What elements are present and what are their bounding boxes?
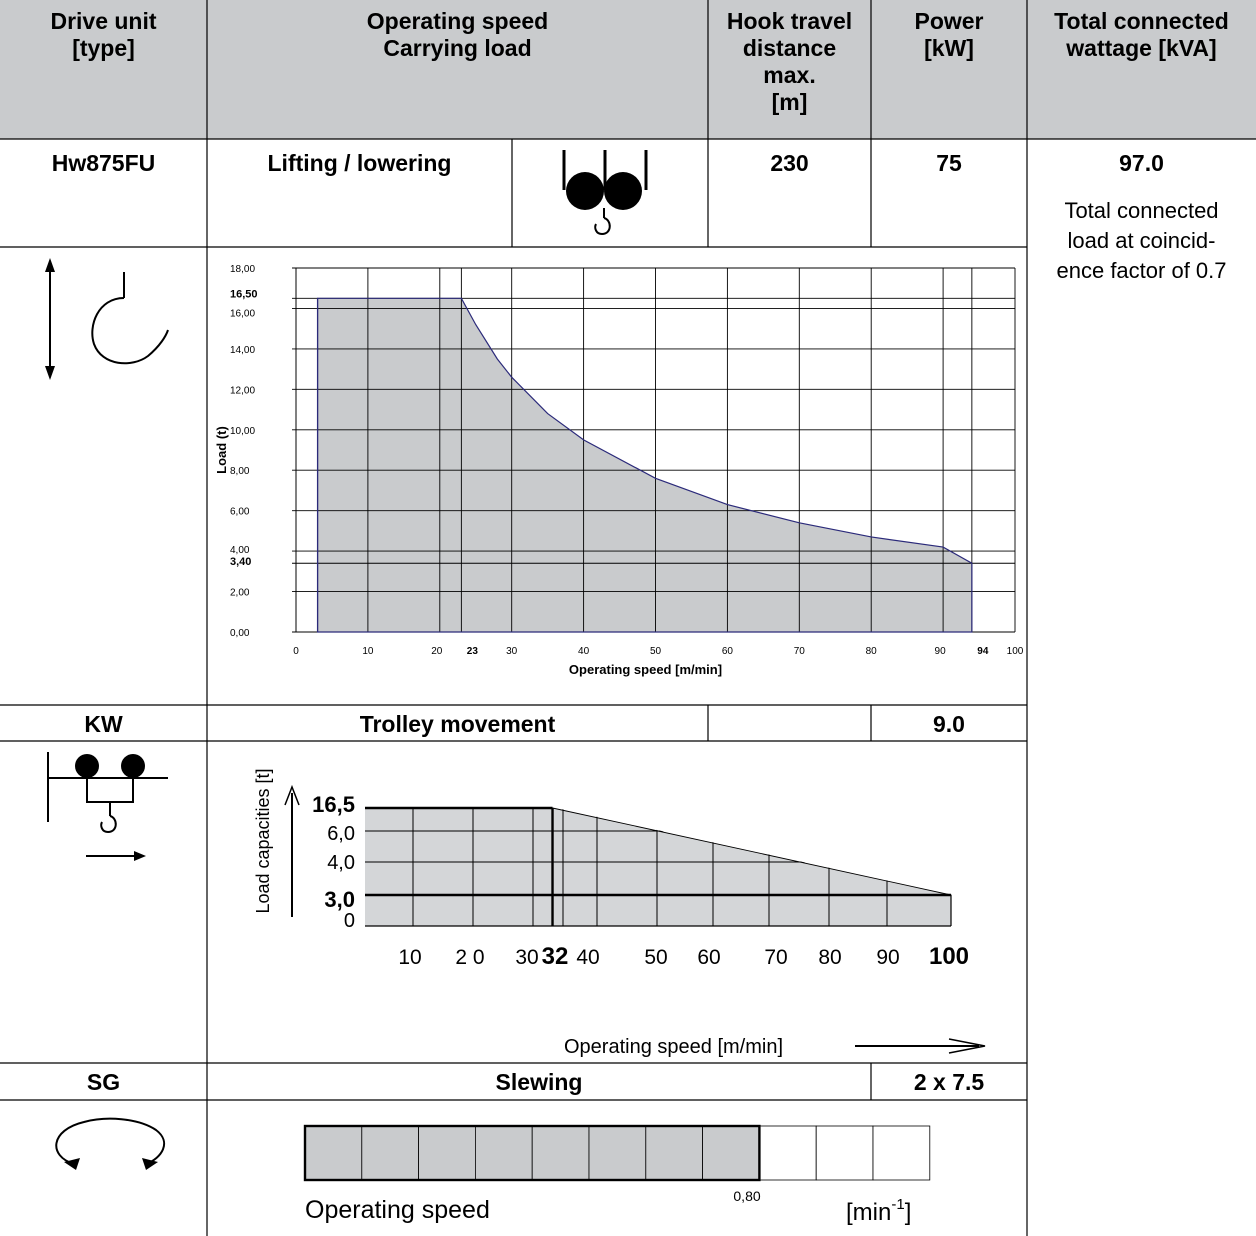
slewing-value-label: 0,80 xyxy=(733,1188,760,1204)
header-operating-speed: Operating speed Carrying load xyxy=(366,8,549,61)
speed-cell-filled xyxy=(588,1125,647,1181)
slewing-unit: [min-1] xyxy=(846,1196,911,1226)
speed-cell-empty xyxy=(759,1125,817,1181)
speed-cell-filled xyxy=(304,1125,363,1181)
trolley-slope xyxy=(552,807,952,896)
x-tick-label: 23 xyxy=(467,646,479,657)
x-tick-label: 50 xyxy=(650,646,662,657)
speed-cell-filled xyxy=(418,1125,476,1181)
header-power: Power [kW] xyxy=(914,8,984,61)
x-tick-label: 20 xyxy=(431,646,443,657)
trolley-y-tick: 0 xyxy=(344,910,355,932)
x-tick-label: 70 xyxy=(794,646,806,657)
x-tick-label: 94 xyxy=(977,646,989,657)
trolley-y-tick: 4,0 xyxy=(327,852,355,874)
hoist-label: Lifting / lowering xyxy=(267,150,452,176)
y-tick-label: 4,00 xyxy=(230,545,250,556)
y-tick-label: 14,00 xyxy=(230,345,255,356)
trolley-y-tick: 6,0 xyxy=(327,823,355,845)
hoist-type: Hw875FU xyxy=(51,150,156,176)
trolley-hook-icon xyxy=(47,752,168,861)
total-value: 97.0 xyxy=(1119,150,1164,176)
trolley-x-arrowhead xyxy=(948,1038,986,1054)
slewing-label: Slewing xyxy=(495,1069,583,1095)
x-axis-label: Operating speed [m/min] xyxy=(569,662,722,677)
trolley-y-tick: 16,5 xyxy=(312,792,355,817)
trolley-type: KW xyxy=(84,711,123,737)
y-tick-label: 16,00 xyxy=(230,308,255,319)
trolley-x-tick: 40 xyxy=(576,946,599,969)
slewing-speed-bar: Operating speed 0,80 [min-1] xyxy=(303,1124,931,1226)
speed-cell-filled xyxy=(474,1125,533,1181)
slewing-power: 2 x 7.5 xyxy=(913,1069,985,1095)
y-tick-label: 6,00 xyxy=(230,507,250,518)
trolley-y-tick: 3,0 xyxy=(324,887,355,912)
x-tick-label: 100 xyxy=(1007,646,1024,657)
trolley-area xyxy=(365,808,951,926)
speed-cell-filled xyxy=(645,1125,703,1181)
trolley-x-tick: 90 xyxy=(876,946,899,969)
trolley-x-label: Operating speed [m/min] xyxy=(564,1036,783,1058)
trolley-mask xyxy=(552,807,953,895)
trolley-y-arrowhead xyxy=(284,784,300,806)
header-total-wattage: Total connected wattage [kVA] xyxy=(1054,8,1229,61)
slewing-arrows-icon xyxy=(55,1117,166,1170)
speed-cell-empty xyxy=(872,1125,931,1181)
trolley-x-tick: 2 0 xyxy=(455,946,484,969)
x-tick-label: 0 xyxy=(293,646,299,657)
trolley-x-tick: 10 xyxy=(398,946,421,969)
y-tick-label: 2,00 xyxy=(230,588,250,599)
x-tick-label: 10 xyxy=(362,646,374,657)
trolley-load-chart: 16,5 6,0 4,0 3,00 10 2 0 30 32 40 50 60 70 80 90 100 Lo… xyxy=(253,768,986,1058)
x-tick-label: 80 xyxy=(866,646,878,657)
trolley-x-tick: 70 xyxy=(764,946,787,969)
hoist-load-chart: 0 10 20 23 30 40 50 60 70 80 90 94 100 0,00 2,00 3,404,… xyxy=(214,264,1024,677)
trolley-x-tick: 60 xyxy=(697,946,720,969)
y-tick-label: 12,00 xyxy=(230,385,255,396)
x-tick-label: 30 xyxy=(506,646,518,657)
y-tick-label: 10,00 xyxy=(230,426,255,437)
trolley-x-tick: 100 xyxy=(929,943,969,970)
speed-cell-empty xyxy=(815,1125,874,1181)
y-tick-label: 3,40 xyxy=(230,556,251,568)
hoist-hook-travel: 230 xyxy=(770,150,809,176)
slewing-x-label: Operating speed xyxy=(305,1196,490,1224)
trolley-power: 9.0 xyxy=(933,711,965,737)
trolley-label: Trolley movement xyxy=(359,711,556,737)
slewing-type: SG xyxy=(86,1069,121,1095)
trolley-x-tick: 30 xyxy=(515,946,538,969)
load-curve xyxy=(316,297,973,633)
speed-cell-filled xyxy=(361,1125,420,1181)
x-tick-label: 90 xyxy=(935,646,947,657)
y-tick-label: 18,00 xyxy=(230,264,255,275)
header-hook-travel: Hook travel distance max. [m] xyxy=(726,8,853,115)
trolley-y-label: Load capacities [t] xyxy=(253,768,273,913)
speed-cell-filled xyxy=(702,1125,760,1181)
hoist-power: 75 xyxy=(936,150,962,176)
header-drive-unit: Drive unit [type] xyxy=(50,8,157,61)
up-down-hook-icon xyxy=(45,258,169,380)
trolley-x-tick: 80 xyxy=(818,946,841,969)
twin-drum-hook-icon xyxy=(562,150,648,236)
y-tick-label: 0,00 xyxy=(230,628,250,639)
y-tick-label: 16,50 xyxy=(230,288,258,300)
load-area xyxy=(317,298,972,632)
speed-cell-filled xyxy=(531,1125,590,1181)
speed-bar-filled-outline xyxy=(303,1124,761,1182)
y-tick-label: 8,00 xyxy=(230,466,250,477)
x-tick-label: 60 xyxy=(722,646,734,657)
y-axis-label: Load (t) xyxy=(214,426,229,474)
total-note: Total connected load at coincid-ence fact… xyxy=(1056,198,1227,283)
trolley-x-tick: 32 xyxy=(542,943,569,970)
trolley-x-tick: 50 xyxy=(644,946,667,969)
x-tick-label: 40 xyxy=(578,646,590,657)
